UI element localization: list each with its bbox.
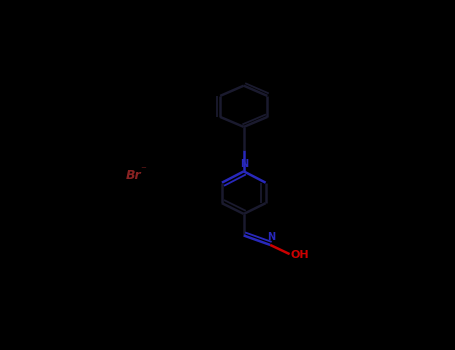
Text: OH: OH (290, 250, 309, 260)
Text: Br: Br (126, 169, 142, 182)
Text: N: N (267, 232, 275, 242)
Text: N: N (240, 159, 248, 169)
Text: ⁻: ⁻ (141, 166, 147, 176)
